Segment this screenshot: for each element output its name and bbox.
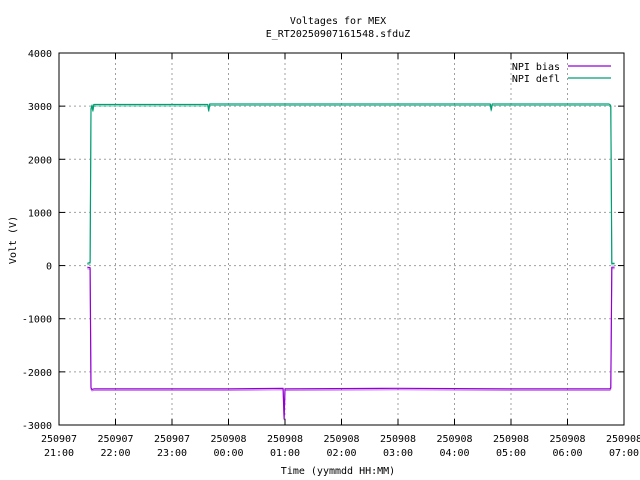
series-noise-band-npi-bias (87, 268, 615, 421)
series-line-npi-defl (87, 103, 615, 264)
x-tick-date-label: 250908 (380, 434, 416, 445)
y-tick-label: 1000 (28, 208, 52, 219)
x-tick-time-label: 07:00 (609, 448, 639, 459)
x-tick-time-label: 01:00 (270, 448, 300, 459)
x-tick-time-label: 06:00 (552, 448, 582, 459)
y-tick-label: 3000 (28, 102, 52, 113)
series-noise-band-npi-defl (87, 105, 615, 266)
x-tick-time-label: 03:00 (383, 448, 413, 459)
x-axis-label: Time (yymmdd HH:MM) (281, 466, 395, 477)
x-tick-time-label: 21:00 (44, 448, 74, 459)
x-tick-labels: 250907 21:00 250907 22:00 250907 23:00 250908 0… (41, 434, 640, 459)
x-tick-date-label: 250907 (97, 434, 133, 445)
axis-ticks (58, 52, 625, 426)
x-tick-date-label: 250907 (154, 434, 190, 445)
y-tick-label: 0 (46, 262, 52, 273)
y-axis-label: Volt (V) (8, 216, 19, 264)
series-layer (87, 103, 615, 421)
x-tick-time-label: 23:00 (157, 448, 187, 459)
y-tick-label: -3000 (22, 421, 52, 432)
y-tick-label: 2000 (28, 155, 52, 166)
y-tick-label: -1000 (22, 315, 52, 326)
x-tick-time-label: 05:00 (496, 448, 526, 459)
y-tick-label: -2000 (22, 368, 52, 379)
x-tick-date-label: 250908 (210, 434, 246, 445)
y-tick-label: 4000 (28, 49, 52, 60)
x-tick-date-label: 250908 (267, 434, 303, 445)
chart-subtitle: E_RT20250907161548.sfduZ (266, 29, 411, 40)
y-tick-labels: -3000 -2000 -1000 0 1000 2000 3000 4000 (22, 49, 52, 432)
legend-label-npi-bias: NPI bias (512, 62, 560, 73)
x-tick-time-label: 22:00 (100, 448, 130, 459)
chart-title: Voltages for MEX (290, 16, 386, 27)
x-tick-time-label: 04:00 (439, 448, 469, 459)
x-tick-date-label: 250908 (436, 434, 472, 445)
x-tick-date-label: 250908 (549, 434, 585, 445)
x-tick-date-label: 250907 (41, 434, 77, 445)
legend-label-npi-defl: NPI defl (512, 74, 560, 85)
x-tick-date-label: 250908 (493, 434, 529, 445)
x-tick-date-label: 250908 (606, 434, 640, 445)
x-tick-time-label: 00:00 (213, 448, 243, 459)
grid-lines (59, 53, 624, 425)
x-tick-date-label: 250908 (323, 434, 359, 445)
x-tick-time-label: 02:00 (326, 448, 356, 459)
